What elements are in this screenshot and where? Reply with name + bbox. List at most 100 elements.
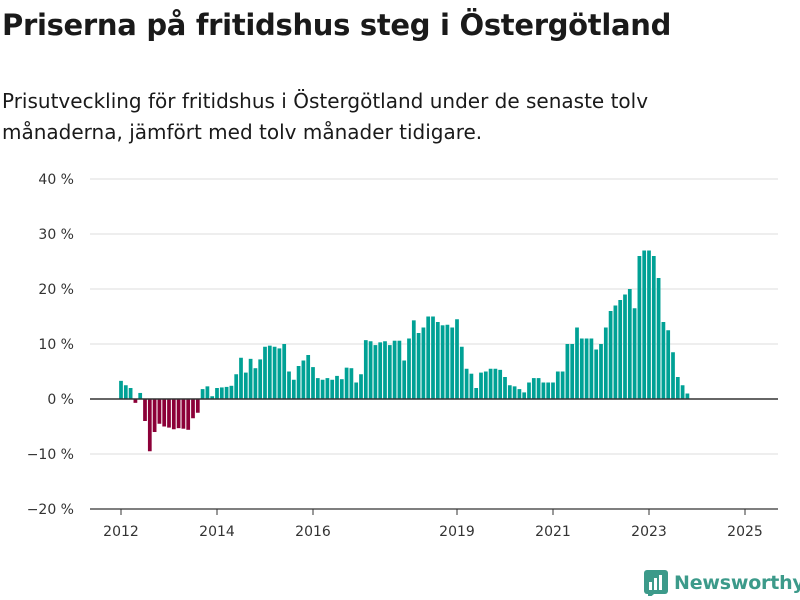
bar bbox=[181, 399, 186, 429]
bar bbox=[608, 311, 613, 399]
y-tick-label: −10 % bbox=[27, 447, 74, 463]
x-tick-label: 2025 bbox=[727, 524, 763, 540]
bar bbox=[157, 399, 162, 424]
y-tick-label: −20 % bbox=[27, 502, 74, 518]
bar bbox=[282, 344, 287, 399]
bar bbox=[613, 305, 618, 399]
bar bbox=[632, 308, 637, 399]
bar bbox=[143, 399, 147, 421]
bar bbox=[186, 399, 191, 430]
bar bbox=[277, 348, 282, 399]
x-tick-label: 2023 bbox=[631, 524, 667, 540]
bar bbox=[536, 378, 541, 399]
bar bbox=[512, 386, 517, 399]
y-tick-label: 0 % bbox=[47, 392, 74, 408]
bar bbox=[253, 368, 258, 399]
bar bbox=[344, 367, 349, 399]
bar bbox=[248, 358, 253, 399]
bar bbox=[287, 371, 291, 399]
bar bbox=[407, 338, 411, 399]
bar bbox=[483, 371, 488, 399]
zero-line bbox=[90, 398, 778, 510]
bar bbox=[594, 349, 599, 399]
x-tick-label: 2021 bbox=[535, 524, 571, 540]
bar bbox=[627, 289, 632, 399]
bar bbox=[565, 344, 570, 399]
bar bbox=[383, 341, 387, 399]
bar bbox=[503, 377, 507, 399]
bar bbox=[229, 385, 234, 399]
bar bbox=[315, 378, 320, 399]
bar bbox=[224, 386, 229, 399]
bar bbox=[666, 330, 671, 399]
annotations: 5 % bbox=[729, 160, 758, 164]
bar bbox=[575, 327, 579, 399]
bar bbox=[541, 382, 546, 399]
bar bbox=[661, 322, 666, 399]
y-tick-label: 20 % bbox=[38, 282, 74, 298]
bar bbox=[387, 345, 392, 399]
bar bbox=[373, 345, 378, 399]
bar bbox=[330, 379, 335, 399]
bar bbox=[210, 396, 215, 399]
bar bbox=[133, 399, 138, 403]
bar bbox=[637, 256, 642, 399]
bar bbox=[527, 382, 531, 399]
bar bbox=[551, 382, 555, 399]
bar bbox=[479, 372, 483, 399]
bar bbox=[359, 374, 363, 399]
bar bbox=[656, 278, 661, 399]
bar bbox=[531, 378, 536, 399]
bar bbox=[306, 355, 311, 399]
y-tick-label: 40 % bbox=[38, 172, 74, 188]
bar bbox=[517, 389, 522, 399]
bar bbox=[200, 389, 205, 399]
last-value-label: 5 % bbox=[729, 160, 758, 164]
bar bbox=[426, 316, 431, 399]
bar bbox=[311, 367, 315, 399]
bar bbox=[560, 371, 565, 399]
bar bbox=[450, 327, 455, 399]
chart-title: Priserna på fritidshus steg i Östergötla… bbox=[2, 8, 672, 42]
bar bbox=[368, 341, 373, 399]
bar bbox=[642, 250, 647, 399]
bar bbox=[152, 399, 157, 432]
bar bbox=[647, 250, 651, 399]
bar bbox=[623, 294, 627, 399]
bar bbox=[296, 366, 301, 399]
bar bbox=[392, 340, 397, 399]
bar bbox=[123, 385, 128, 399]
y-tick-label: 10 % bbox=[38, 337, 74, 353]
bar bbox=[579, 338, 584, 399]
bar bbox=[205, 386, 210, 399]
bar bbox=[469, 373, 474, 399]
brand-name: Newsworthy bbox=[674, 572, 800, 594]
bar bbox=[445, 324, 450, 399]
bar bbox=[402, 360, 407, 399]
bar bbox=[363, 340, 368, 399]
x-tick-label: 2016 bbox=[295, 524, 331, 540]
bar bbox=[378, 342, 383, 399]
bar bbox=[339, 379, 344, 399]
bar bbox=[546, 382, 551, 399]
bar bbox=[263, 346, 267, 399]
bar bbox=[195, 399, 200, 413]
bar bbox=[147, 399, 152, 452]
bar bbox=[589, 338, 594, 399]
bars bbox=[119, 250, 690, 452]
bar bbox=[239, 357, 243, 399]
bar bbox=[325, 378, 330, 399]
x-axis-ticks: 2012 2014 2016 2019 2021 2023 2025 bbox=[103, 509, 763, 540]
bar bbox=[498, 369, 503, 399]
bar bbox=[431, 316, 435, 399]
bar bbox=[243, 372, 248, 399]
x-tick-label: 2019 bbox=[439, 524, 475, 540]
bar bbox=[128, 388, 133, 399]
bar bbox=[603, 327, 608, 399]
bar bbox=[464, 368, 469, 399]
bar bbox=[493, 368, 498, 399]
bar bbox=[455, 319, 459, 399]
x-tick-label: 2012 bbox=[103, 524, 139, 540]
x-tick-label: 2014 bbox=[199, 524, 235, 540]
bar bbox=[584, 338, 589, 399]
